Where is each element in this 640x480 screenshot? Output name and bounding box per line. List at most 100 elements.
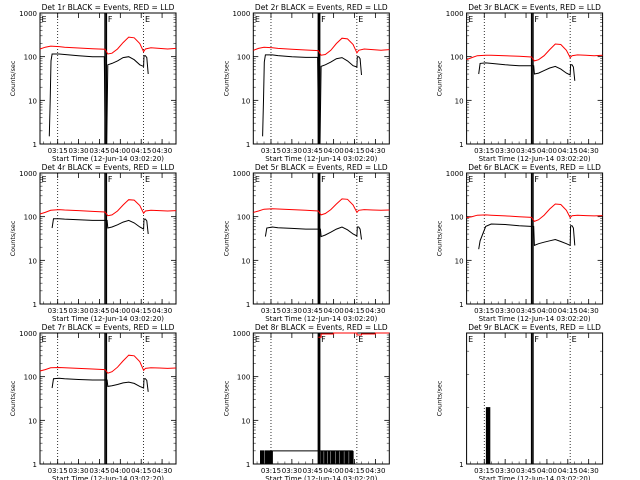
plot-title: Det 4r BLACK = Events, RED = LLD xyxy=(42,163,175,172)
x-tick-label: 04:30 xyxy=(152,467,172,475)
x-tick-label: 04:15 xyxy=(558,307,578,315)
y-tick-label: 1 xyxy=(246,461,250,469)
attenuator-label-2: F xyxy=(321,15,326,24)
attenuator-label-3: E xyxy=(145,175,150,184)
x-tick-label: 03:15 xyxy=(474,467,494,475)
x-tick-label: 04:00 xyxy=(110,467,130,475)
series-line-events xyxy=(259,450,354,465)
y-tick-label: 10 xyxy=(241,97,250,105)
x-tick-label: 04:15 xyxy=(344,147,364,155)
x-tick-label: 04:00 xyxy=(110,307,130,315)
y-axis-label: Counts/sec xyxy=(436,220,444,256)
y-tick-label: 1 xyxy=(459,301,463,309)
y-axis-label: Counts/sec xyxy=(9,380,17,416)
x-tick-label: 03:45 xyxy=(89,147,109,155)
plot-panel-9: Det 9r BLACK = Events, RED = LLD E F E 1 Coun… xyxy=(436,323,604,480)
plot-frame xyxy=(252,12,390,145)
attenuator-label-3: E xyxy=(572,15,577,24)
y-axis-label: Counts/sec xyxy=(9,220,17,256)
y-tick-label: 10 xyxy=(241,257,250,265)
x-tick-label: 04:00 xyxy=(110,147,130,155)
x-axis-label: Start Time (12-Jun-14 03:02:20) xyxy=(265,315,377,323)
x-axis-label: Start Time (12-Jun-14 03:02:20) xyxy=(52,315,164,323)
series-line-lld xyxy=(253,198,390,216)
attenuator-label-2: F xyxy=(534,335,539,344)
y-axis-label: Counts/sec xyxy=(436,380,444,416)
plot-title: Det 1r BLACK = Events, RED = LLD xyxy=(42,3,175,12)
plot-frame xyxy=(252,172,390,305)
attenuator-label-2: F xyxy=(534,15,539,24)
plot-frame xyxy=(466,172,604,305)
series-line-events xyxy=(48,53,149,145)
attenuator-label-2: F xyxy=(534,175,539,184)
x-tick-label: 04:00 xyxy=(324,467,344,475)
series-line-events xyxy=(485,407,491,465)
x-tick-label: 03:45 xyxy=(516,147,536,155)
x-tick-label: 03:30 xyxy=(282,467,302,475)
y-tick-label: 100 xyxy=(24,374,37,382)
x-tick-label: 03:15 xyxy=(474,147,494,155)
attenuator-label-3: E xyxy=(358,335,363,344)
plot-panel-3: Det 3r BLACK = Events, RED = LLD E F E 1 10 10… xyxy=(436,3,604,163)
x-tick-label: 04:30 xyxy=(152,147,172,155)
y-tick-label: 1000 xyxy=(446,170,464,178)
x-tick-label: 04:30 xyxy=(365,307,385,315)
y-tick-label: 1 xyxy=(33,461,37,469)
y-tick-label: 1 xyxy=(246,301,250,309)
y-tick-label: 100 xyxy=(450,214,463,222)
plot-panel-1: Det 1r BLACK = Events, RED = LLD E F E 1 10 10… xyxy=(9,3,177,163)
series-line-lld xyxy=(39,354,177,374)
y-tick-label: 1 xyxy=(33,141,37,149)
x-tick-label: 03:45 xyxy=(303,307,323,315)
series-line-lld xyxy=(466,43,603,62)
x-tick-label: 03:30 xyxy=(68,467,88,475)
plot-title: Det 3r BLACK = Events, RED = LLD xyxy=(468,3,601,12)
y-tick-label: 10 xyxy=(455,257,464,265)
y-axis-label: Counts/sec xyxy=(9,60,17,96)
x-tick-label: 04:00 xyxy=(324,307,344,315)
x-tick-label: 03:30 xyxy=(495,307,515,315)
attenuator-label-3: E xyxy=(145,15,150,24)
plot-frame xyxy=(39,172,177,305)
x-axis-label: Start Time (12-Jun-14 03:02:20) xyxy=(265,475,377,480)
y-tick-label: 100 xyxy=(237,374,250,382)
y-tick-label: 1 xyxy=(33,301,37,309)
y-tick-label: 1 xyxy=(459,141,463,149)
x-tick-label: 03:30 xyxy=(282,147,302,155)
attenuator-label-3: E xyxy=(358,175,363,184)
y-axis-label: Counts/sec xyxy=(222,380,230,416)
attenuator-label-2: F xyxy=(321,175,326,184)
series-line-events xyxy=(51,377,149,392)
x-tick-label: 03:45 xyxy=(303,467,323,475)
x-axis-label: Start Time (12-Jun-14 03:02:20) xyxy=(479,155,591,163)
plot-frame xyxy=(39,332,177,465)
x-tick-label: 03:30 xyxy=(495,467,515,475)
x-tick-label: 04:15 xyxy=(558,467,578,475)
plot-title: Det 7r BLACK = Events, RED = LLD xyxy=(42,323,175,332)
y-tick-label: 1000 xyxy=(19,170,37,178)
attenuator-label-1: E xyxy=(255,175,260,184)
series-line-events xyxy=(264,226,362,240)
series-line-events xyxy=(51,218,149,235)
series-line-events xyxy=(478,223,576,250)
x-tick-label: 03:45 xyxy=(303,147,323,155)
plot-panel-7: Det 7r BLACK = Events, RED = LLD E F E 1 10 10… xyxy=(9,323,177,480)
x-tick-label: 04:30 xyxy=(579,147,599,155)
series-line-lld xyxy=(253,37,390,56)
x-tick-label: 04:00 xyxy=(537,147,557,155)
y-tick-label: 1 xyxy=(459,461,463,469)
y-axis-label: Counts/sec xyxy=(436,60,444,96)
attenuator-label-2: F xyxy=(108,15,113,24)
x-axis-label: Start Time (12-Jun-14 03:02:20) xyxy=(479,475,591,480)
x-tick-label: 04:30 xyxy=(365,147,385,155)
x-tick-label: 04:15 xyxy=(131,467,151,475)
y-tick-label: 1000 xyxy=(19,330,37,338)
series-line-lld xyxy=(318,332,390,338)
y-tick-label: 1000 xyxy=(232,170,250,178)
attenuator-label-3: E xyxy=(572,335,577,344)
x-axis-label: Start Time (12-Jun-14 03:02:20) xyxy=(265,155,377,163)
series-line-lld xyxy=(466,203,603,223)
plot-panel-5: Det 5r BLACK = Events, RED = LLD E F E 1 10 10… xyxy=(222,163,390,323)
x-axis-label: Start Time (12-Jun-14 03:02:20) xyxy=(52,155,164,163)
x-tick-label: 04:15 xyxy=(344,467,364,475)
